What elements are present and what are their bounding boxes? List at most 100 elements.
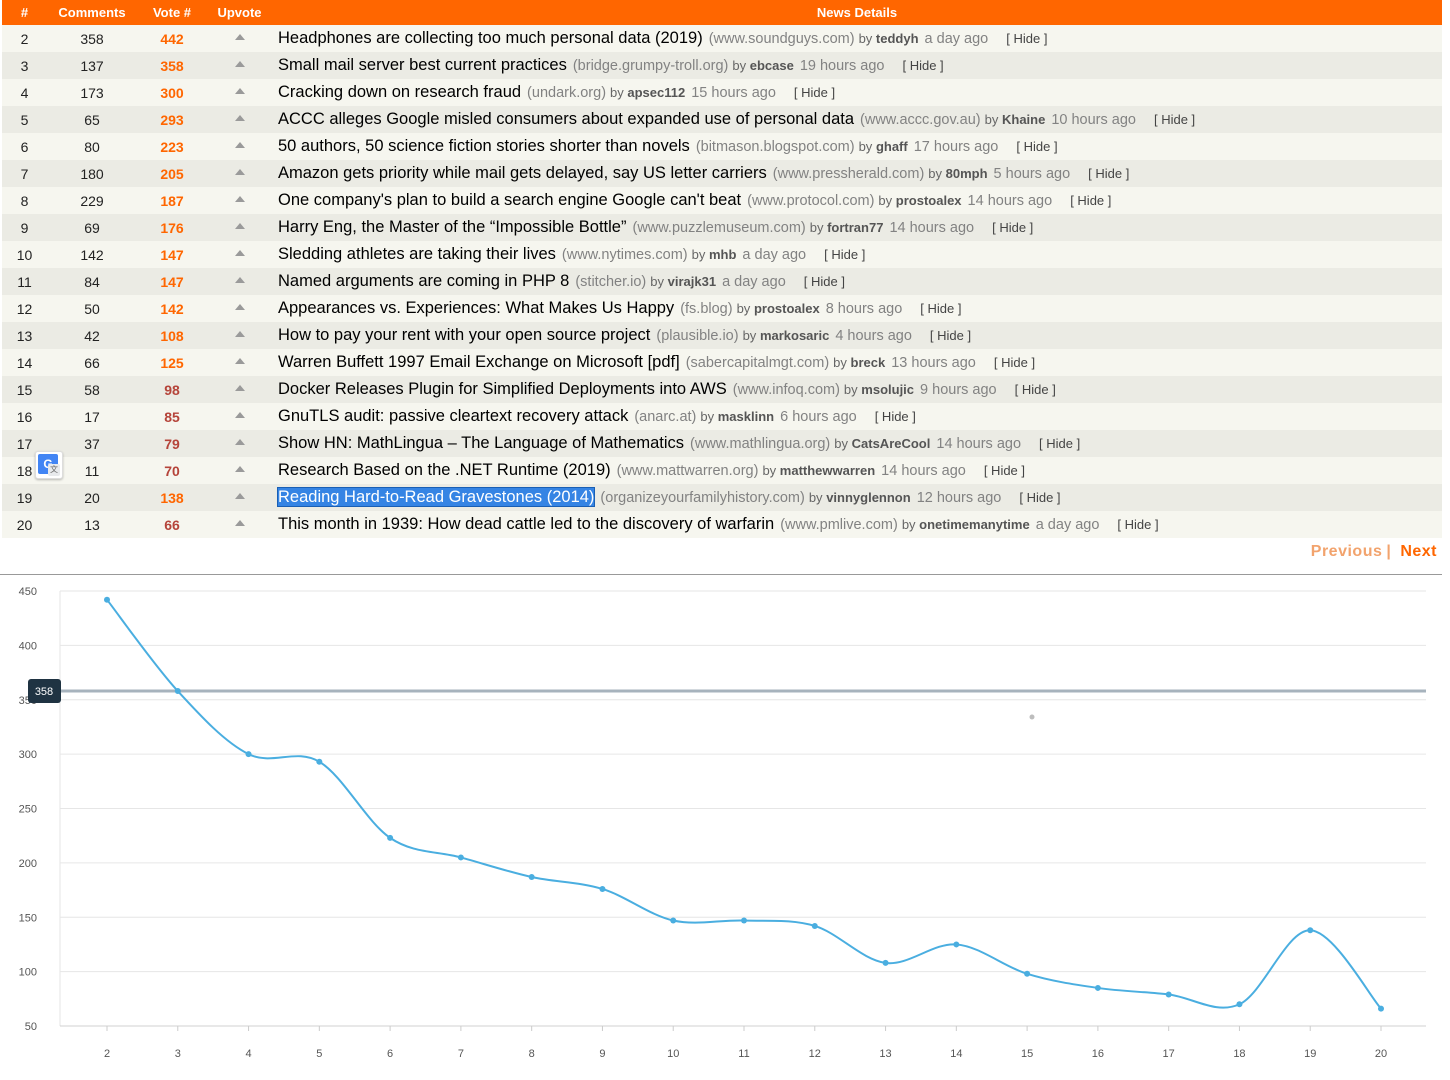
hide-link[interactable]: [ Hide ] (824, 247, 866, 262)
news-site[interactable]: (www.pmlive.com) (780, 517, 898, 533)
comments-cell[interactable]: 80 (84, 138, 100, 155)
header-comments[interactable]: Comments (47, 0, 137, 25)
hide-link[interactable]: [ Hide ] (1019, 490, 1061, 505)
news-age[interactable]: a day ago (742, 247, 807, 263)
news-site[interactable]: (www.soundguys.com) (708, 31, 855, 47)
news-title-link[interactable]: How to pay your rent with your open sour… (278, 326, 651, 344)
news-site[interactable]: (www.mathlingua.org) (690, 436, 831, 452)
news-title-link[interactable]: This month in 1939: How dead cattle led … (278, 515, 775, 533)
data-point[interactable] (457, 854, 464, 861)
news-site[interactable]: (bridge.grumpy-troll.org) (572, 58, 729, 74)
data-point[interactable] (670, 917, 677, 924)
news-age[interactable]: 13 hours ago (891, 355, 976, 371)
news-site[interactable]: (www.infoq.com) (732, 382, 840, 398)
data-point[interactable] (1024, 970, 1031, 977)
data-point[interactable] (1094, 984, 1101, 991)
data-point[interactable] (953, 941, 960, 948)
comments-cell[interactable]: 66 (84, 354, 100, 371)
data-point[interactable] (811, 922, 818, 929)
news-age[interactable]: 14 hours ago (936, 436, 1022, 452)
hide-link[interactable]: [ Hide ] (803, 274, 845, 289)
comments-cell[interactable]: 11 (84, 462, 100, 479)
news-site[interactable]: (bitmason.blogspot.com) (695, 139, 855, 155)
upvote-arrow-icon[interactable] (234, 439, 245, 445)
upvote-arrow-icon[interactable] (234, 142, 245, 148)
news-site[interactable]: (organizeyourfamilyhistory.com) (600, 490, 805, 506)
data-point[interactable] (1165, 991, 1172, 998)
hide-link[interactable]: [ Hide ] (1117, 517, 1159, 532)
author-link[interactable]: virajk31 (667, 274, 717, 289)
news-age[interactable]: 19 hours ago (799, 58, 885, 74)
hide-link[interactable]: [ Hide ] (983, 463, 1026, 478)
news-age[interactable]: 5 hours ago (993, 166, 1071, 182)
data-point[interactable] (1378, 1005, 1384, 1012)
upvote-arrow-icon[interactable] (234, 331, 245, 337)
comments-cell[interactable]: 42 (84, 327, 100, 344)
next-link[interactable]: Next (1400, 543, 1437, 560)
author-link[interactable]: mhb (708, 247, 737, 262)
news-title-link[interactable]: Named arguments are coming in PHP 8 (278, 272, 570, 290)
news-title-link[interactable]: Appearances vs. Experiences: What Makes … (278, 299, 675, 317)
news-site[interactable]: (www.nytimes.com) (561, 247, 688, 263)
hide-link[interactable]: [ Hide ] (920, 301, 962, 316)
header-upvote[interactable]: Upvote (207, 0, 272, 25)
author-link[interactable]: 80mph (945, 166, 988, 181)
news-site[interactable]: (fs.blog) (680, 301, 733, 317)
hide-link[interactable]: [ Hide ] (1088, 166, 1130, 181)
upvote-arrow-icon[interactable] (234, 196, 245, 202)
news-site[interactable]: (sabercapitalmgt.com) (685, 355, 830, 371)
news-title-link[interactable]: Warren Buffett 1997 Email Exchange on Mi… (278, 353, 680, 371)
hide-link[interactable]: [ Hide ] (874, 409, 916, 424)
news-site[interactable]: (www.accc.gov.au) (860, 112, 981, 128)
previous-link[interactable]: Previous (1310, 543, 1383, 560)
author-link[interactable]: Khaine (1001, 112, 1046, 127)
author-link[interactable]: onetimemanytime (919, 517, 1030, 532)
news-age[interactable]: 10 hours ago (1051, 112, 1136, 128)
news-title-link[interactable]: Docker Releases Plugin for Simplified De… (278, 380, 727, 398)
upvote-arrow-icon[interactable] (234, 358, 245, 364)
comments-cell[interactable]: 142 (80, 246, 104, 263)
author-link[interactable]: msolujic (861, 382, 915, 397)
news-title-link[interactable]: 50 authors, 50 science fiction stories s… (278, 137, 690, 155)
author-link[interactable]: masklinn (717, 409, 775, 424)
comments-cell[interactable]: 13 (84, 516, 100, 533)
data-point[interactable] (528, 874, 535, 881)
hide-link[interactable]: [ Hide ] (1153, 112, 1196, 127)
news-age[interactable]: 17 hours ago (913, 139, 999, 155)
comments-cell[interactable]: 358 (80, 30, 104, 47)
hide-link[interactable]: [ Hide ] (1016, 139, 1058, 154)
news-age[interactable]: 14 hours ago (889, 220, 975, 236)
news-title-link[interactable]: One company's plan to build a search eng… (278, 191, 742, 209)
news-age[interactable]: 8 hours ago (825, 301, 903, 317)
author-link[interactable]: prostoalex (895, 193, 962, 208)
hide-link[interactable]: [ Hide ] (793, 85, 836, 100)
upvote-arrow-icon[interactable] (234, 34, 245, 40)
comments-cell[interactable]: 58 (84, 381, 100, 398)
upvote-arrow-icon[interactable] (234, 250, 245, 256)
news-title-link[interactable]: Show HN: MathLingua – The Language of Ma… (278, 434, 685, 452)
author-link[interactable]: ebcase (749, 58, 794, 73)
comments-cell[interactable]: 17 (84, 408, 100, 425)
data-point[interactable] (316, 758, 323, 765)
news-age[interactable]: 6 hours ago (780, 409, 857, 425)
comments-cell[interactable]: 137 (80, 57, 104, 74)
hide-link[interactable]: [ Hide ] (902, 58, 944, 73)
news-site[interactable]: (anarc.at) (634, 409, 697, 425)
author-link[interactable]: fortran77 (827, 220, 884, 235)
hide-link[interactable]: [ Hide ] (1070, 193, 1112, 208)
upvote-arrow-icon[interactable] (234, 520, 245, 526)
news-age[interactable]: 15 hours ago (691, 85, 776, 101)
news-title-link[interactable]: Small mail server best current practices (278, 56, 567, 74)
news-age[interactable]: 9 hours ago (920, 382, 997, 398)
news-site[interactable]: (www.mattwarren.org) (616, 463, 759, 479)
header-vote[interactable]: Vote # (137, 0, 207, 25)
data-point[interactable] (741, 917, 747, 924)
data-point[interactable] (1307, 927, 1314, 934)
news-site[interactable]: (www.pressherald.com) (772, 166, 925, 182)
news-title-link[interactable]: Headphones are collecting too much perso… (278, 29, 703, 47)
comments-cell[interactable]: 65 (84, 111, 100, 128)
data-point[interactable] (174, 688, 181, 695)
news-age[interactable]: a day ago (924, 31, 989, 47)
news-site[interactable]: (plausible.io) (656, 328, 739, 344)
news-title-link[interactable]: ACCC alleges Google misled consumers abo… (278, 110, 855, 128)
